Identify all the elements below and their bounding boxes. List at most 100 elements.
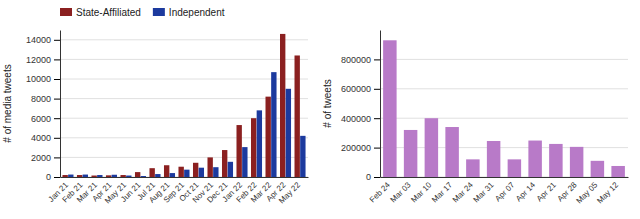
legend-label: State-Affiliated (76, 7, 141, 18)
y-tick: 14000 (26, 35, 60, 45)
bar (97, 175, 102, 177)
bar (383, 40, 396, 177)
legend-item: State-Affiliated (60, 7, 141, 18)
bar (300, 136, 305, 177)
bar (228, 162, 233, 177)
x-tick-label: Apr 21 (535, 180, 558, 203)
y-tick: 0 (366, 172, 380, 182)
x-tick: May 12 (595, 177, 620, 205)
grid (380, 59, 628, 177)
grid-line (380, 88, 628, 89)
x-tick-label: Apr 07 (493, 180, 516, 203)
bar-series (68, 72, 305, 177)
y-tick: 12000 (26, 55, 60, 65)
y-axis-title: # of tweets (322, 79, 333, 127)
x-tick-label: May 05 (574, 180, 599, 205)
y-tick-label: 12000 (26, 55, 51, 65)
tick-mark (54, 177, 60, 178)
tick-mark (54, 40, 60, 41)
axis-line (380, 31, 381, 178)
y-tick-label: 800000 (341, 55, 371, 65)
bar (91, 176, 96, 177)
bar (445, 127, 458, 177)
bar (236, 125, 241, 177)
bar (265, 97, 270, 177)
grid-line (60, 59, 308, 60)
bar (528, 141, 541, 177)
x-tick-label: Mar 31 (472, 180, 496, 204)
y-tick: 600000 (341, 84, 380, 94)
x-tick: Mar 03 (389, 177, 413, 204)
bar-series (62, 34, 299, 177)
x-tick: Mar 24 (451, 177, 475, 204)
bar (213, 167, 218, 177)
panel: Feb 24Mar 03Mar 10Mar 17Mar 24Mar 31Apr … (322, 31, 629, 206)
bar (62, 175, 67, 177)
chart-svg: Jan 21Feb 21Mar 21Apr 21May 21Jun 21Jul … (0, 0, 640, 219)
x-tick-label: Mar 17 (430, 180, 454, 204)
bar (222, 150, 227, 177)
y-tick-label: 14000 (26, 35, 51, 45)
tick-mark (374, 177, 380, 178)
y-tick-label: 0 (46, 172, 51, 182)
bars (383, 40, 625, 177)
tick-mark (374, 148, 380, 149)
grid-line (380, 118, 628, 119)
grid (60, 40, 308, 177)
x-tick-label: May 12 (595, 180, 620, 205)
x-tick-label: Mar 03 (389, 180, 413, 204)
legend: State-AffiliatedIndependent (60, 7, 225, 18)
y-tick: 6000 (31, 114, 60, 124)
tick-mark (54, 138, 60, 139)
y-tick-label: 0 (366, 172, 371, 182)
y-tick-label: 400000 (341, 114, 371, 124)
bar (170, 173, 175, 177)
bar-series (383, 40, 625, 177)
y-tick: 400000 (341, 114, 380, 124)
axis-line (381, 177, 629, 178)
bar (193, 163, 198, 177)
bar (295, 55, 300, 177)
bar (570, 147, 583, 177)
bar (207, 157, 212, 177)
bar (466, 159, 479, 177)
bar (199, 168, 204, 177)
bar (611, 166, 624, 177)
y-tick: 200000 (341, 143, 380, 153)
tick-mark (54, 118, 60, 119)
x-axis: Jan 21Feb 21Mar 21Apr 21May 21Jun 21Jul … (47, 177, 309, 205)
y-tick: 800000 (341, 55, 380, 65)
tick-mark (54, 59, 60, 60)
bar (425, 118, 438, 177)
x-tick: Apr 21 (535, 177, 558, 203)
tick-mark (374, 89, 380, 90)
x-axis: Feb 24Mar 03Mar 10Mar 17Mar 24Mar 31Apr … (368, 177, 629, 205)
y-tick: 8000 (31, 94, 60, 104)
tick-mark (374, 59, 380, 60)
bar (106, 175, 111, 177)
tick-mark (54, 79, 60, 80)
y-tick-label: 600000 (341, 84, 371, 94)
x-tick: Mar 10 (409, 177, 433, 204)
y-axis-title: # of media tweets (2, 64, 13, 142)
bar (135, 172, 140, 177)
bar (149, 168, 154, 177)
bar (286, 89, 291, 177)
y-tick-label: 10000 (26, 74, 51, 84)
bar (549, 144, 562, 177)
bar (242, 147, 247, 177)
legend-swatch (60, 8, 72, 16)
bar (591, 161, 604, 177)
x-tick-label: Mar 10 (409, 180, 433, 204)
bar (508, 159, 521, 177)
grid-line (60, 79, 308, 80)
bar (164, 165, 169, 177)
bar (280, 34, 285, 177)
y-axis: 0 200000 400000 600000 800000 (341, 31, 381, 183)
panel: Jan 21Feb 21Mar 21Apr 21May 21Jun 21Jul … (2, 7, 309, 206)
bar (120, 175, 125, 177)
bar (404, 130, 417, 177)
bars (62, 34, 305, 177)
chart-container: Jan 21Feb 21Mar 21Apr 21May 21Jun 21Jul … (0, 0, 640, 219)
tick-mark (374, 118, 380, 119)
